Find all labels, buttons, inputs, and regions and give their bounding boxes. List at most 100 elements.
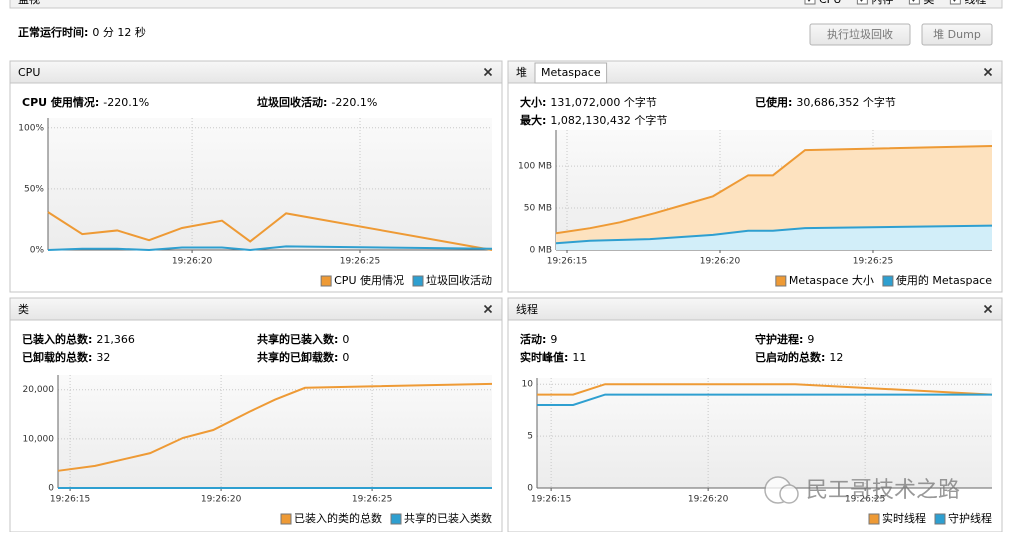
checkmark[interactable] <box>807 0 813 2</box>
stat: 最大: 1,082,130,432 个字节 <box>520 113 667 127</box>
close-icon[interactable] <box>983 304 993 314</box>
stat-value: 32 <box>96 351 110 364</box>
legend-label: 使用的 Metaspace <box>896 273 992 287</box>
close-icon[interactable] <box>983 67 993 77</box>
stat-label: 已卸载的总数: <box>22 350 92 364</box>
x-tick-label: 19:26:25 <box>853 257 893 267</box>
legend-label: 守护线程 <box>948 511 992 525</box>
tab-label[interactable]: 堆 <box>516 66 527 79</box>
y-tick-label: 100 MB <box>518 162 552 172</box>
y-tick-label: 0 <box>48 484 54 494</box>
legend-label: 垃圾回收活动 <box>426 273 492 287</box>
stat-label: 共享的已卸载数: <box>257 350 338 364</box>
stat: 活动: 9 <box>520 332 557 346</box>
uptime-value: 0 分 12 秒 <box>92 25 146 39</box>
plot-area <box>58 375 492 488</box>
close-icon[interactable] <box>483 67 493 77</box>
y-tick-label: 5 <box>527 432 533 442</box>
stat: 已卸载的总数: 32 <box>22 350 110 364</box>
view-title: 监视 <box>18 0 40 6</box>
x-tick-label: 19:26:20 <box>172 257 213 267</box>
stat-value: 0 <box>342 351 349 364</box>
checkbox[interactable] <box>804 0 816 5</box>
uptime: 正常运行时间: 0 分 12 秒 <box>18 25 146 39</box>
heap-dump-button-label[interactable]: 堆 Dump <box>933 28 981 41</box>
x-tick-label: 19:26:20 <box>201 495 242 505</box>
stat: 垃圾回收活动: -220.1% <box>257 95 377 109</box>
x-tick-label: 19:26:20 <box>700 257 741 267</box>
series-line <box>537 393 992 406</box>
gc-button-label[interactable]: 执行垃圾回收 <box>827 27 893 41</box>
x-tick-label: 19:26:25 <box>352 495 392 505</box>
heap-dump-button[interactable] <box>921 23 993 46</box>
legend-swatch <box>868 513 880 525</box>
stat-value: 12 <box>829 351 843 364</box>
legend-swatch <box>320 275 332 287</box>
legend-swatch <box>882 275 894 287</box>
gc-button[interactable] <box>809 23 911 46</box>
stat-label: 垃圾回收活动: <box>257 95 327 109</box>
legend-label: Metaspace 大小 <box>789 273 874 287</box>
series-line <box>47 245 493 252</box>
x-tick-label: 19:26:15 <box>50 495 90 505</box>
x-tick-label: 19:26:15 <box>547 257 587 267</box>
panel-header <box>507 297 1003 321</box>
legend-label: 实时线程 <box>882 511 926 525</box>
checkbox-label[interactable]: 线程 <box>964 0 986 6</box>
stat-label: 守护进程: <box>755 332 803 346</box>
stat: 守护进程: 9 <box>755 332 814 346</box>
stat-value: 11 <box>572 351 586 364</box>
checkbox[interactable] <box>949 0 961 5</box>
plot-area <box>48 118 492 250</box>
stat: 已使用: 30,686,352 个字节 <box>755 95 896 109</box>
stat-value: -220.1% <box>103 96 149 109</box>
stat-label: 已装入的总数: <box>22 332 92 346</box>
tab-label[interactable]: 线程 <box>516 302 538 316</box>
stat-value: 21,366 <box>96 333 135 346</box>
plot-area <box>537 378 992 488</box>
panel-header <box>9 297 503 321</box>
stat: 共享的已卸载数: 0 <box>257 350 349 364</box>
stat-value: 30,686,352 个字节 <box>796 95 895 109</box>
x-tick-label: 19:26:20 <box>688 495 729 505</box>
y-tick-label: 0 <box>527 484 533 494</box>
legend-swatch <box>775 275 787 287</box>
stat-value: 131,072,000 个字节 <box>550 95 656 109</box>
stat-label: 实时峰值: <box>520 350 568 364</box>
legend-label: 共享的已装入类数 <box>404 511 492 525</box>
tab-label[interactable]: Metaspace <box>541 66 601 79</box>
stat: 实时峰值: 11 <box>520 350 586 364</box>
checkbox[interactable] <box>856 0 868 5</box>
close-icon[interactable] <box>483 304 493 314</box>
tab-label[interactable]: 类 <box>18 302 29 316</box>
y-tick-label: 100% <box>18 123 44 133</box>
tab[interactable] <box>534 62 608 84</box>
legend-label: CPU 使用情况 <box>334 274 404 287</box>
tab-label[interactable]: CPU <box>18 66 40 79</box>
checkbox[interactable] <box>908 0 920 5</box>
y-tick-label: 10,000 <box>23 434 55 444</box>
checkbox-label[interactable]: 类 <box>923 0 934 6</box>
stat-value: 1,082,130,432 个字节 <box>550 113 667 127</box>
stat: CPU 使用情况: -220.1% <box>22 95 149 109</box>
series-line <box>555 224 993 245</box>
stat-label: CPU 使用情况: <box>22 95 99 109</box>
checkmark[interactable] <box>911 0 917 2</box>
checkmark[interactable] <box>952 0 958 2</box>
legend-swatch <box>934 513 946 525</box>
panel-header <box>9 60 503 84</box>
y-tick-label: 0% <box>30 246 45 256</box>
area-fill <box>556 225 992 250</box>
stat-value: 9 <box>807 333 814 346</box>
stat: 已启动的总数: 12 <box>755 350 843 364</box>
stat-label: 共享的已装入数: <box>257 332 338 346</box>
checkbox-label[interactable]: 内存 <box>871 0 893 6</box>
checkbox-label[interactable]: CPU <box>819 0 841 6</box>
checkmark[interactable] <box>859 0 865 2</box>
stat-value: -220.1% <box>331 96 377 109</box>
legend-swatch <box>280 513 292 525</box>
watermark: 民工哥技术之路 <box>764 476 960 504</box>
stat-label: 最大: <box>520 113 546 127</box>
x-tick-label: 19:26:25 <box>845 495 885 505</box>
